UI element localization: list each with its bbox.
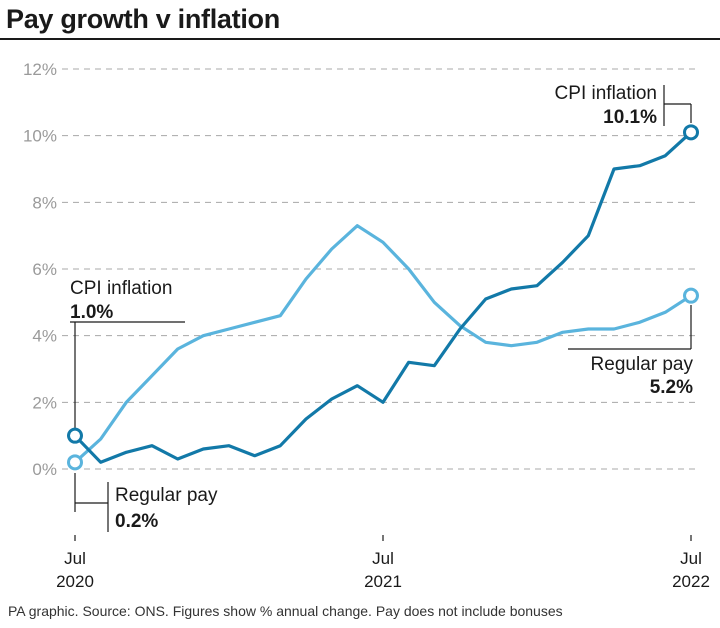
annotation-cpi-start-value: 1.0% — [70, 302, 113, 323]
annotation-pay-end-label: Regular pay — [591, 354, 694, 375]
y-tick-label-2: 2% — [32, 393, 57, 412]
marker-cpi-inflation-end — [683, 124, 699, 141]
x-tick-month-2020: Jul — [64, 549, 86, 568]
x-axis-ticks: Jul 2020 Jul 2021 Jul 2022 — [56, 535, 710, 591]
y-tick-label-4: 4% — [32, 327, 57, 346]
annotation-pay-start-value: 0.2% — [115, 511, 158, 532]
x-tick-month-2021: Jul — [372, 549, 394, 568]
x-tick-year-2022: 2022 — [672, 572, 710, 591]
annotations: CPI inflation 1.0% Regular pay 0.2% CPI … — [70, 83, 693, 532]
series-line-regular-pay — [73, 224, 693, 464]
series-lines — [73, 130, 693, 464]
series-line-cpi-inflation — [73, 130, 693, 464]
y-tick-label-0: 0% — [32, 460, 57, 479]
y-axis-ticks: 0% 2% 4% 6% 8% 10% 12% — [23, 60, 57, 479]
annotation-cpi-end-label: CPI inflation — [555, 83, 657, 104]
annotation-cpi-start-label: CPI inflation — [70, 278, 172, 299]
gridlines — [62, 68, 700, 470]
endpoint-markers — [67, 124, 699, 471]
annotation-cpi-end-value: 10.1% — [603, 107, 657, 128]
x-tick-year-2021: 2021 — [364, 572, 402, 591]
y-tick-label-6: 6% — [32, 260, 57, 279]
annotation-pay-start-label: Regular pay — [115, 485, 218, 506]
marker-regular-pay-end — [683, 287, 699, 304]
y-tick-label-10: 10% — [23, 127, 57, 146]
line-chart: 0% 2% 4% 6% 8% 10% 12% Jul 2020 Jul 2021 Jul 2022 C… — [23, 60, 710, 591]
marker-regular-pay-start — [67, 454, 83, 471]
y-tick-label-12: 12% — [23, 60, 57, 79]
marker-cpi-inflation-start — [67, 427, 83, 444]
title-divider — [0, 38, 720, 40]
x-tick-year-2020: 2020 — [56, 572, 94, 591]
chart-title: Pay growth v inflation — [6, 4, 280, 34]
source-footnote: PA graphic. Source: ONS. Figures show % … — [8, 603, 563, 619]
annotation-pay-end-value: 5.2% — [650, 377, 693, 398]
x-tick-month-2022: Jul — [680, 549, 702, 568]
y-tick-label-8: 8% — [32, 193, 57, 212]
